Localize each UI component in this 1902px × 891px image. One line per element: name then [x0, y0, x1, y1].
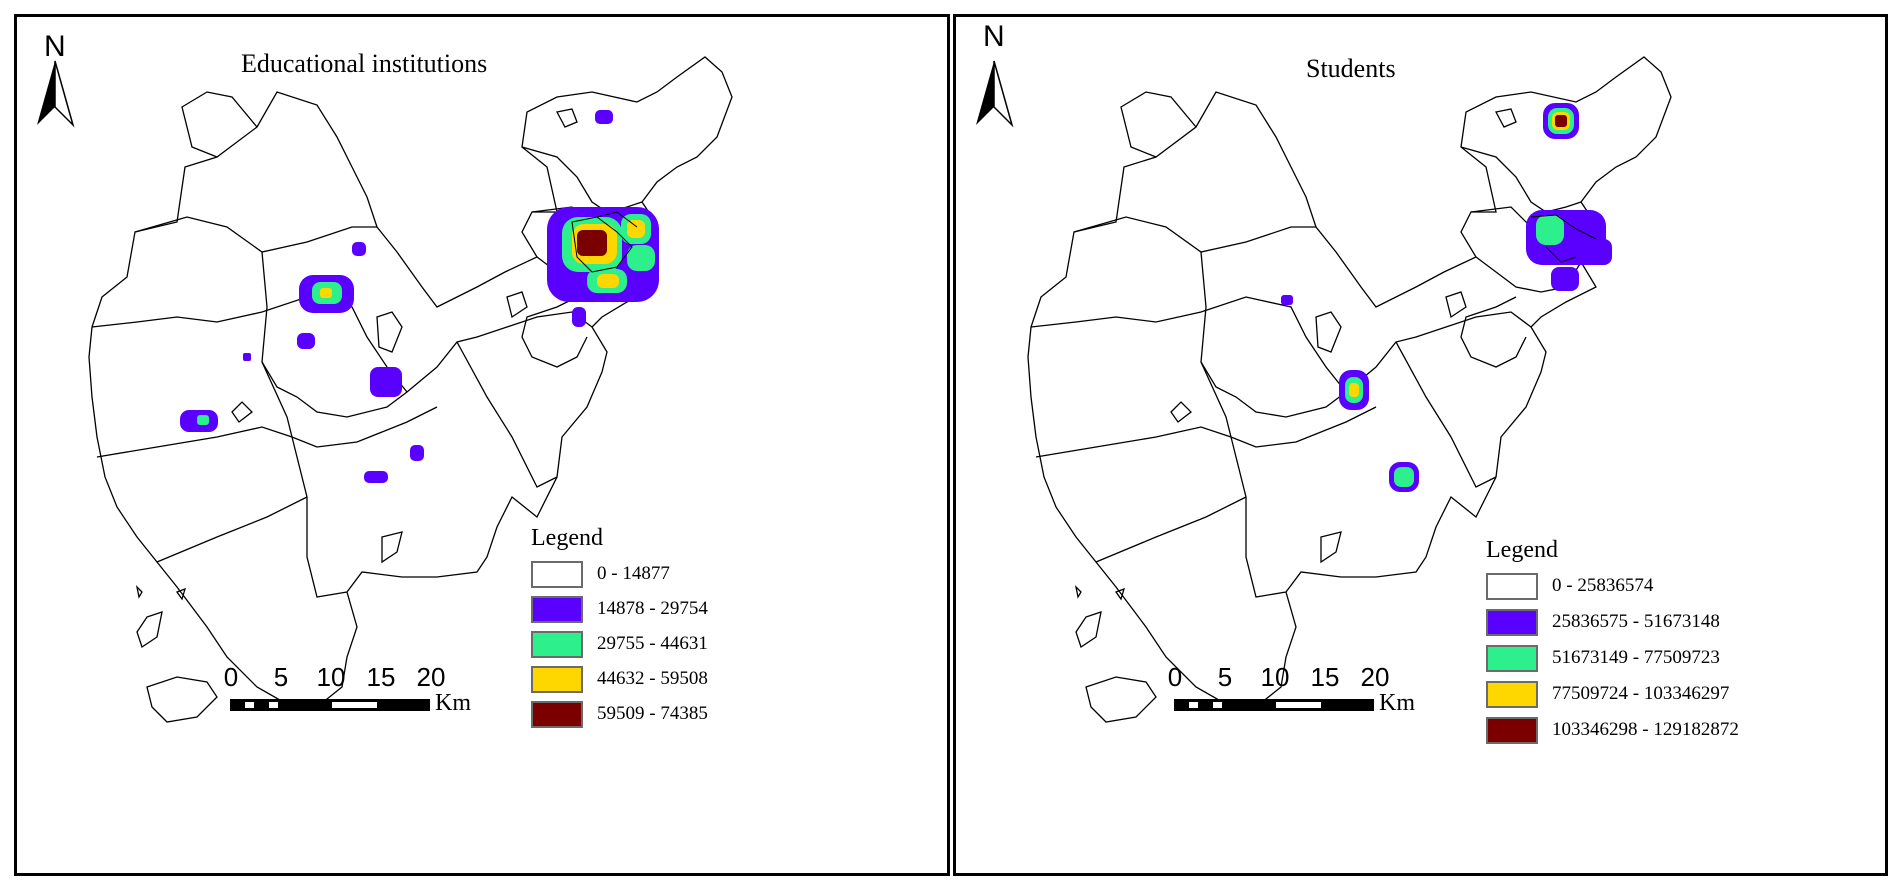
- legend-item: 14878 - 29754: [531, 594, 708, 624]
- legend-swatch: [531, 560, 583, 588]
- legend-swatch: [1486, 680, 1538, 708]
- hotspot: [352, 242, 366, 256]
- legend-item: 25836575 - 51673148: [1486, 607, 1720, 637]
- hotspot: [627, 220, 645, 238]
- scale-bar: [230, 699, 430, 711]
- legend-swatch: [531, 595, 583, 623]
- hotspot: [1584, 239, 1612, 265]
- hotspot: [572, 307, 586, 327]
- map-canvas: [37, 56, 733, 723]
- hotspot: [297, 333, 315, 349]
- scale-unit: Km: [1379, 690, 1415, 716]
- hotspot: [1349, 383, 1359, 397]
- hotspot: [1536, 215, 1564, 245]
- density-hotspots: [180, 110, 659, 483]
- legend-label: 77509724 - 103346297: [1552, 683, 1730, 704]
- map-panel-students: N Students 0 5 10 15 20 Km Legend 0 - 25…: [953, 14, 1888, 876]
- legend-item: 77509724 - 103346297: [1486, 679, 1729, 709]
- legend-label: 29755 - 44631: [597, 633, 708, 654]
- scale-tick: 20: [416, 662, 446, 692]
- hotspot: [1555, 115, 1567, 127]
- scale-tick: 0: [223, 662, 239, 692]
- legend-swatch: [1486, 644, 1538, 672]
- scale-tick: 20: [1360, 662, 1390, 692]
- legend-swatch: [531, 700, 583, 728]
- density-hotspots: [1281, 103, 1612, 492]
- scale-tick: 15: [1310, 662, 1340, 692]
- legend-label: 25836575 - 51673148: [1552, 611, 1720, 632]
- boundaries-overlay: [571, 211, 638, 273]
- legend-swatch: [531, 665, 583, 693]
- hotspot: [364, 471, 388, 483]
- scale-tick: 0: [1167, 662, 1183, 692]
- hotspot: [1281, 295, 1293, 305]
- legend-item: 0 - 14877: [531, 559, 670, 589]
- hotspot: [595, 110, 613, 124]
- legend-title: Legend: [531, 525, 603, 551]
- legend-label: 103346298 - 129182872: [1552, 719, 1739, 740]
- scale-tick: 5: [1217, 662, 1233, 692]
- legend-swatch: [531, 630, 583, 658]
- map-title: Educational institutions: [241, 49, 488, 78]
- scale-tick: 10: [316, 662, 346, 692]
- legend-label: 0 - 14877: [597, 563, 670, 584]
- hotspot: [627, 245, 655, 271]
- scale-bar: [1174, 699, 1374, 711]
- scale-unit: Km: [435, 690, 471, 716]
- scale-tick: 5: [273, 662, 289, 692]
- scale-tick: 15: [366, 662, 396, 692]
- map-title: Students: [1306, 54, 1396, 83]
- legend-title: Legend: [1486, 537, 1558, 563]
- hotspot: [1551, 267, 1579, 291]
- legend-item: 103346298 - 129182872: [1486, 715, 1739, 745]
- map-panel-educational-institutions: N Educational institutions 0 5 10 15 20 …: [14, 14, 950, 876]
- hotspot: [410, 445, 424, 461]
- legend-label: 0 - 25836574: [1552, 575, 1654, 596]
- legend-item: 44632 - 59508: [531, 664, 708, 694]
- north-arrow-icon: [37, 60, 75, 128]
- hotspot: [577, 230, 607, 256]
- legend-item: 59509 - 74385: [531, 699, 708, 729]
- hotspot: [320, 288, 332, 298]
- legend-item: 0 - 25836574: [1486, 571, 1653, 601]
- legend-label: 51673149 - 77509723: [1552, 647, 1720, 668]
- scale-tick: 10: [1260, 662, 1290, 692]
- legend-label: 14878 - 29754: [597, 598, 708, 619]
- legend-label: 59509 - 74385: [597, 703, 708, 724]
- map-canvas: [976, 56, 1672, 723]
- north-label: N: [983, 20, 1005, 53]
- hotspot: [243, 353, 251, 361]
- hotspot: [597, 274, 619, 288]
- north-arrow-icon: [976, 60, 1014, 128]
- legend-item: 51673149 - 77509723: [1486, 643, 1720, 673]
- legend-swatch: [1486, 608, 1538, 636]
- legend-item: 29755 - 44631: [531, 629, 708, 659]
- north-label: N: [44, 30, 66, 63]
- hotspot: [1394, 467, 1414, 487]
- legend-swatch: [1486, 716, 1538, 744]
- hotspot: [370, 367, 402, 397]
- boundaries-overlay: [1530, 214, 1597, 263]
- legend-swatch: [1486, 572, 1538, 600]
- hotspot: [197, 415, 209, 425]
- legend-label: 44632 - 59508: [597, 668, 708, 689]
